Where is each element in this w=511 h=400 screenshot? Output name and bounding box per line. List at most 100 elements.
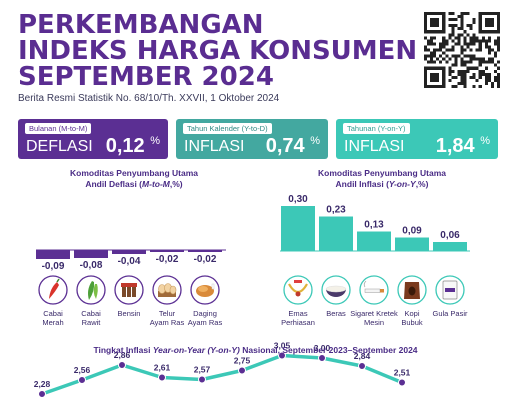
jewelry-icon	[283, 275, 313, 305]
card-value: 0,74 %	[266, 135, 320, 158]
card-monthly: Bulanan (M-to-M) DEFLASI 0,12 %	[18, 119, 168, 159]
card-value-number: 0,74	[265, 135, 305, 157]
deflasi-chart-title: Komoditas Penyumbang Utama Andil Deflasi…	[34, 168, 234, 190]
chili-red-icon	[38, 275, 68, 305]
line-value-label: 3,00	[314, 343, 331, 353]
bar-value-label: 0,13	[364, 220, 384, 231]
line-point	[118, 361, 126, 369]
bar-value-label: -0,08	[80, 260, 103, 271]
line-value-label: 2,57	[194, 365, 211, 375]
category-label: Beras	[326, 309, 346, 318]
card-kind: DEFLASI	[26, 138, 93, 155]
category-label: Perhiasan	[281, 318, 315, 327]
category-label: Rawit	[82, 318, 102, 327]
bar-4	[433, 242, 467, 251]
line-value-label: 2,56	[74, 365, 91, 375]
card-label: Tahun Kalender (Y-to-D)	[183, 123, 272, 134]
inflasi-title-line-2: Andil Inflasi (Y-on-Y,%)	[282, 179, 482, 190]
line-point	[398, 378, 406, 387]
category-label: Mesin	[364, 318, 384, 327]
eggs-icon	[152, 275, 182, 305]
deflasi-title-line-1: Komoditas Penyumbang Utama	[70, 168, 198, 178]
card-label: Tahunan (Y-on-Y)	[343, 123, 410, 134]
inflasi-title-part-a: Andil Inflasi (	[335, 179, 389, 189]
line-title-part-a: Tingkat Inflasi	[93, 345, 153, 355]
bar-value-label: -0,02	[156, 254, 179, 265]
bar-value-label: 0,09	[402, 226, 422, 237]
line-value-label: 2,75	[234, 356, 251, 366]
page-title: PERKEMBANGAN INDEKS HARGA KONSUMEN SEPTE…	[18, 12, 417, 90]
category-label: Daging	[193, 309, 217, 318]
title-line-3: SEPTEMBER 2024	[18, 62, 274, 92]
cigarette-icon	[359, 275, 389, 305]
line-value-label: 2,28	[34, 379, 51, 389]
category-label: Ayam Ras	[188, 318, 223, 327]
subtitle: Berita Resmi Statistik No. 68/10/Th. XXV…	[18, 93, 280, 104]
bar-4	[188, 250, 222, 252]
inflasi-title-line-1: Komoditas Penyumbang Utama	[318, 168, 446, 178]
deflasi-title-line-2: Andil Deflasi (M-to-M,%)	[34, 179, 234, 190]
line-value-label: 2,61	[154, 363, 171, 373]
deflasi-title-part-c: ,%)	[169, 179, 183, 189]
category-label: Emas	[288, 309, 307, 318]
card-unit: %	[150, 135, 160, 147]
bar-0	[36, 250, 70, 259]
title-line-2: INDEKS HARGA KONSUMEN	[18, 36, 418, 66]
chicken-icon	[190, 275, 220, 305]
bar-0	[281, 206, 315, 251]
deflasi-bar-chart: -0,09CabaiMerah-0,08CabaiRawit-0,04Bensi…	[36, 250, 222, 327]
line-value-label: 2,51	[394, 368, 411, 378]
card-yoy: Tahunan (Y-on-Y) INFLASI 1,84 %	[336, 119, 498, 159]
bar-value-label: 0,06	[440, 230, 460, 241]
card-kind: INFLASI	[344, 138, 405, 155]
category-label: Sigaret Kretek	[350, 309, 398, 318]
rice-bowl-icon	[321, 275, 351, 305]
category-label: Cabai	[43, 309, 63, 318]
card-value: 1,84 %	[436, 135, 490, 158]
bar-value-label: -0,02	[194, 254, 217, 265]
line-point	[278, 351, 286, 360]
yoy-line-chart: 2,28 2,56 2,86 2,61 2,57 2,75 3,05 3,00 2,84 2,51	[34, 341, 411, 398]
line-chart-title: Tingkat Inflasi Year-on-Year (Y-on-Y) Na…	[0, 345, 511, 355]
card-value: 0,12 %	[106, 135, 160, 158]
inflasi-chart-title: Komoditas Penyumbang Utama Andil Inflasi…	[282, 168, 482, 190]
bar-3	[395, 237, 429, 251]
bar-1	[74, 250, 108, 258]
line-point	[78, 376, 86, 384]
line-value-label: 3,05	[274, 341, 291, 351]
line-point	[238, 366, 246, 375]
bar-value-label: 0,30	[288, 194, 308, 205]
category-label: Telur	[159, 309, 176, 318]
inflasi-title-part-c: ,%)	[415, 179, 429, 189]
card-label: Bulanan (M-to-M)	[25, 123, 92, 134]
deflasi-title-part-b: M-to-M	[142, 179, 170, 189]
chili-green-icon	[76, 275, 106, 305]
bar-2	[357, 231, 391, 251]
bar-value-label: -0,04	[118, 256, 141, 267]
deflasi-title-part-a: Andil Deflasi (	[85, 179, 143, 189]
category-label: Bubuk	[401, 318, 423, 327]
line-point	[158, 373, 166, 382]
card-value-number: 1,84	[435, 135, 475, 157]
category-label: Kopi	[404, 309, 419, 318]
title-line-1: PERKEMBANGAN	[18, 10, 264, 40]
card-ytd: Tahun Kalender (Y-to-D) INFLASI 0,74 %	[176, 119, 328, 159]
line-title-part-c: Nasional, September 2023–September 2024	[239, 345, 418, 355]
fuel-pump-icon	[114, 275, 144, 305]
card-value-number: 0,12	[105, 135, 145, 157]
coffee-bag-icon	[397, 275, 427, 305]
category-label: Bensin	[118, 309, 141, 318]
category-label: Ayam Ras	[150, 318, 185, 327]
category-label: Cabai	[81, 309, 101, 318]
qr-code-icon[interactable]	[424, 12, 500, 88]
bar-value-label: -0,09	[42, 261, 65, 272]
line-value-label: 2,84	[354, 351, 371, 361]
bar-2	[112, 250, 146, 254]
bar-1	[319, 216, 353, 251]
bar-value-label: 0,23	[326, 205, 346, 216]
inflasi-title-part-b: Y-on-Y	[388, 179, 416, 189]
card-unit: %	[310, 135, 320, 147]
bar-3	[150, 250, 184, 252]
